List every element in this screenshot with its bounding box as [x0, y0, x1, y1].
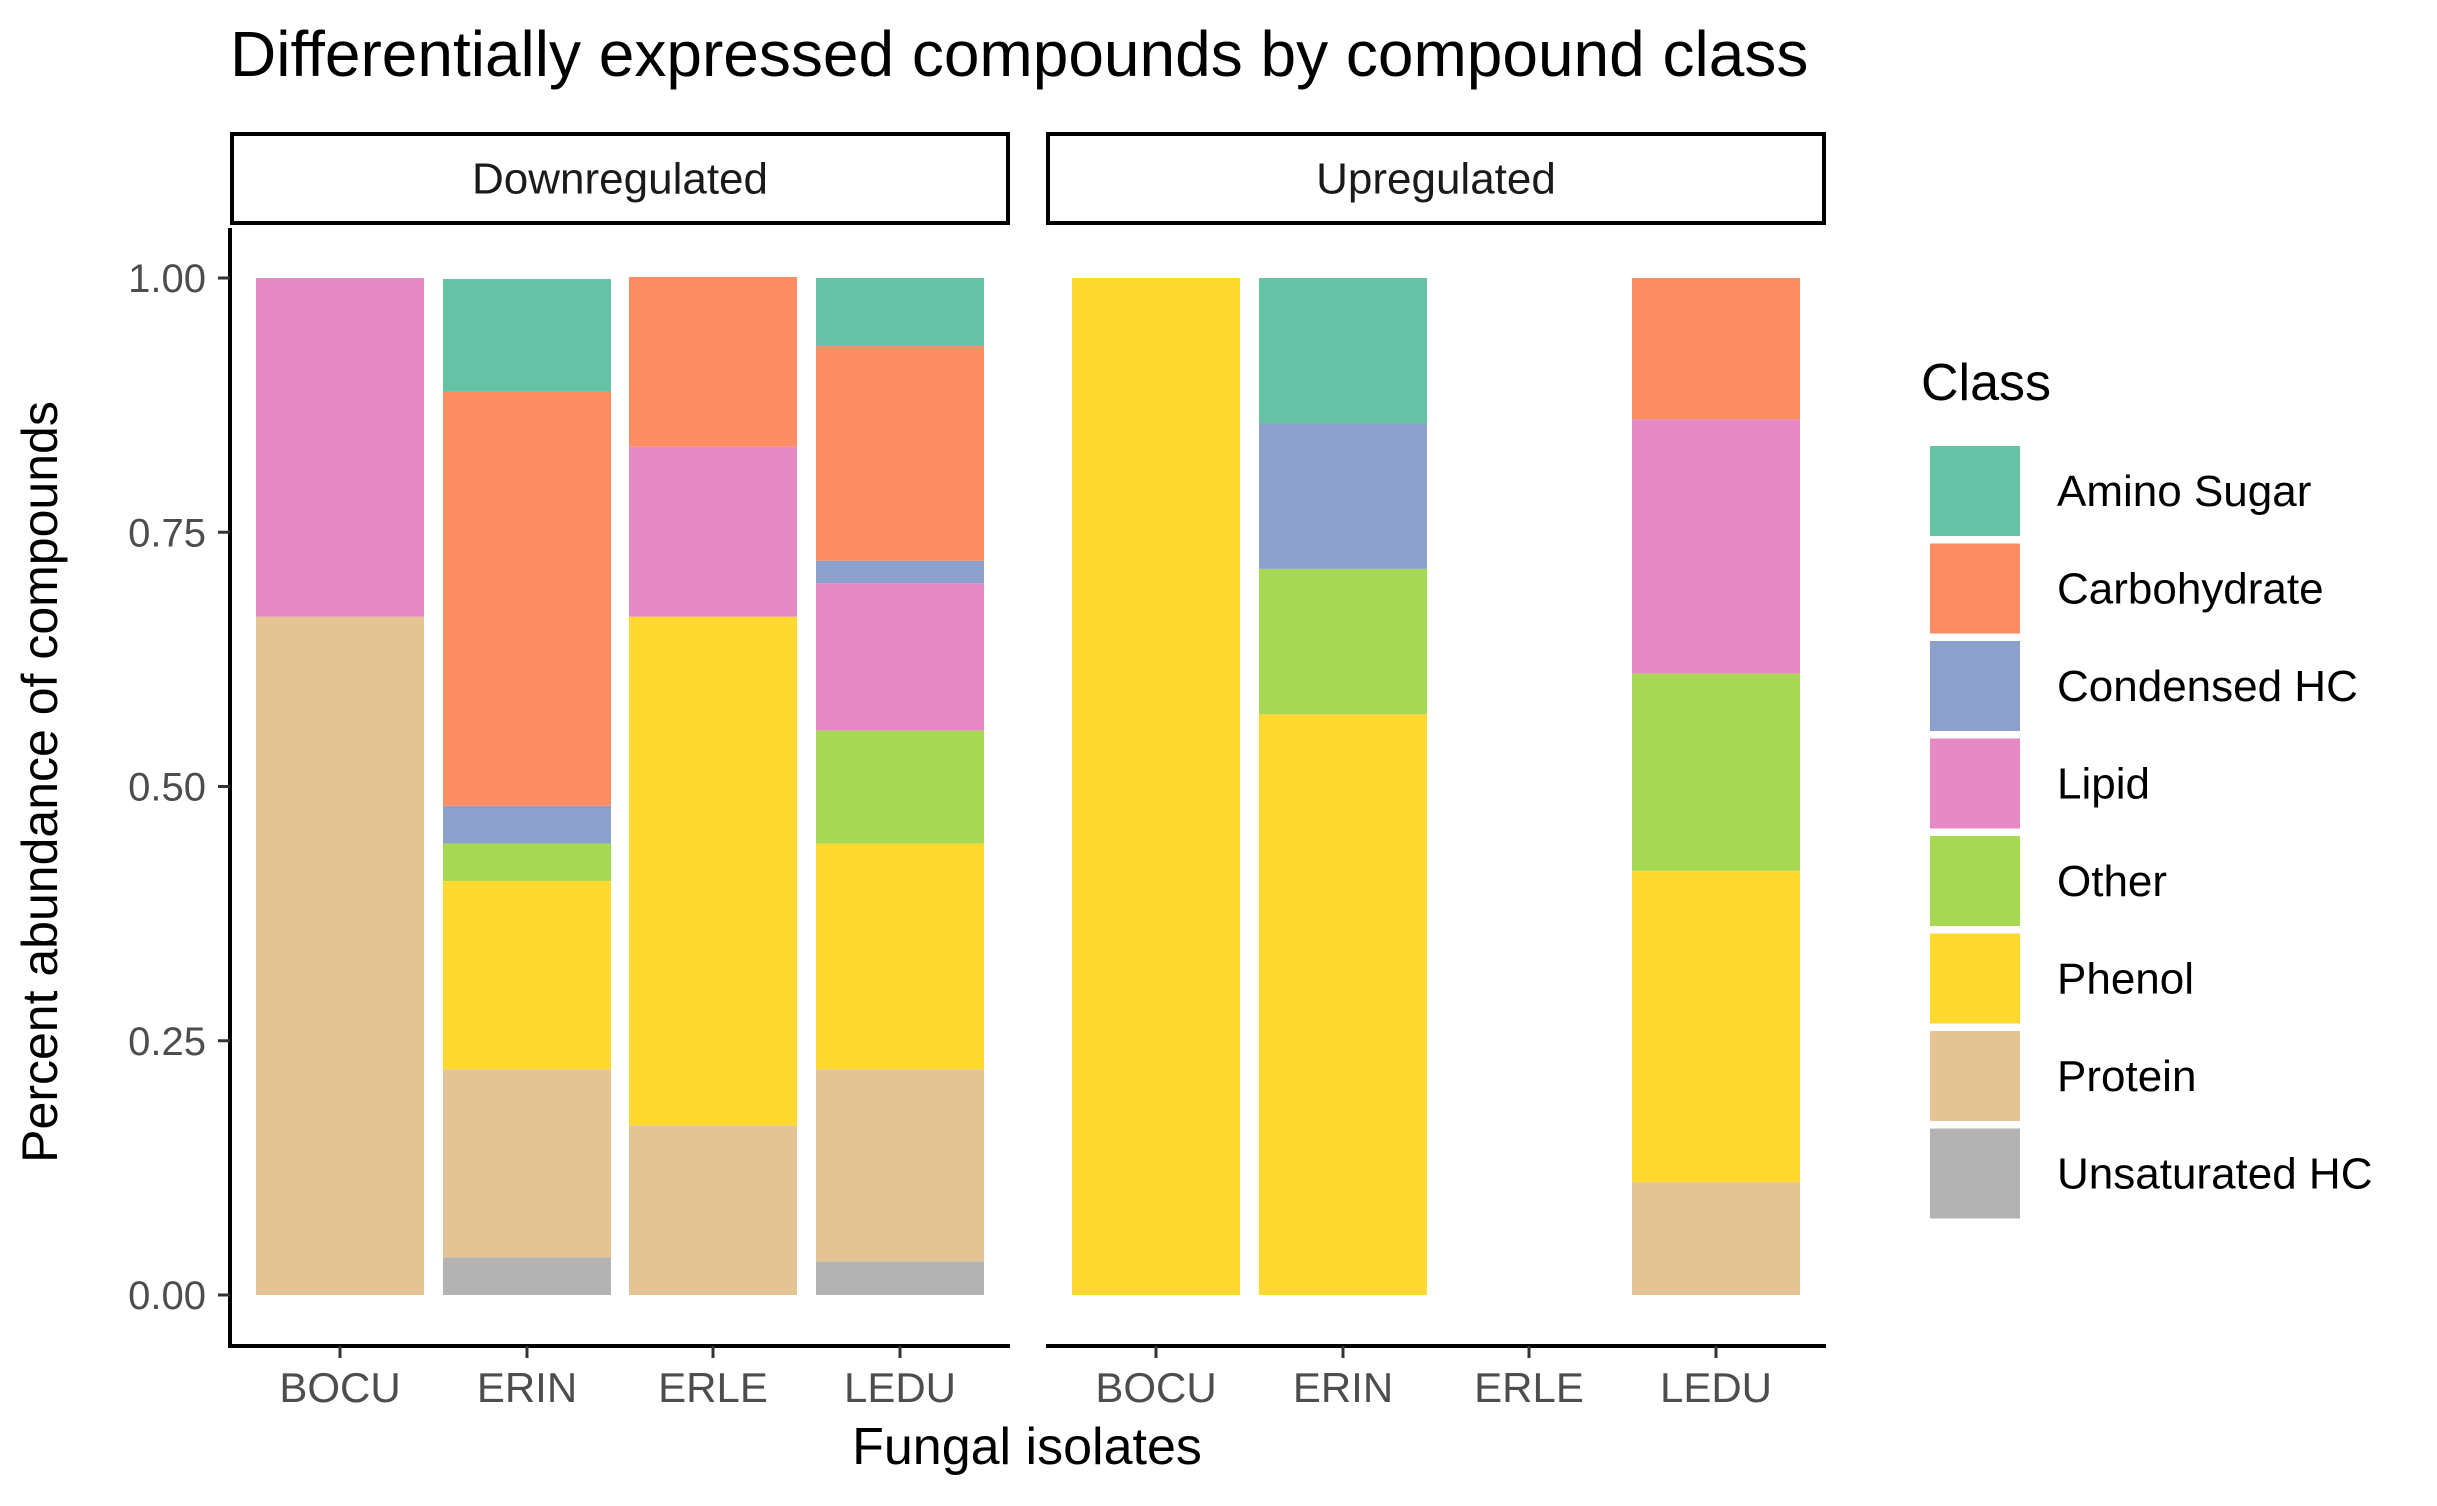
y-tick-label: 0.00	[128, 1274, 206, 1318]
bar-segment-ledu-phenol	[816, 843, 984, 1070]
x-tick-label: ERIN	[1293, 1364, 1393, 1411]
bar-segment-ledu-lipid	[816, 583, 984, 731]
bar-segment-ledu-carbohydrate	[816, 346, 984, 561]
legend: Class Amino Sugar Carbohydrate Condensed H…	[1921, 354, 2372, 1219]
legend-label: Amino Sugar	[2057, 467, 2311, 516]
x-tick-label: LEDU	[844, 1364, 956, 1411]
y-axis-label: Percent abundance of compounds	[12, 401, 68, 1163]
bar-segment-bocu-phenol	[1072, 278, 1240, 1295]
x-axis-label: Fungal isolates	[852, 1418, 1202, 1476]
legend-label: Carbohydrate	[2057, 565, 2324, 614]
bar-segment-bocu-protein	[256, 616, 424, 1295]
legend-swatch-protein	[1930, 1031, 2020, 1121]
y-axis: 0.00 0.25 0.50 0.75 1.00	[128, 228, 232, 1348]
bar-segment-ledu-other	[816, 730, 984, 844]
bar-segment-erin-other	[443, 843, 611, 882]
bar-segment-erin-amino-sugar	[443, 279, 611, 392]
y-tick-label: 0.75	[128, 511, 206, 555]
bar-segment-ledu-carbohydrate	[1632, 278, 1800, 420]
bar-segment-ledu-protein	[1632, 1182, 1800, 1295]
legend-swatch-unsaturated-hc	[1930, 1128, 2020, 1219]
legend-swatch-phenol	[1930, 933, 2020, 1024]
bar-segment-erle-carbohydrate	[629, 276, 797, 447]
bar-segment-erin-protein	[443, 1069, 611, 1258]
legend-title: Class	[1921, 354, 2051, 412]
legend-items: Amino Sugar Carbohydrate Condensed HC Lipid…	[1930, 446, 2372, 1219]
bar-segment-erin-phenol	[443, 881, 611, 1070]
bar-segment-ledu-amino-sugar	[816, 278, 984, 347]
y-tick-label: 1.00	[128, 257, 206, 301]
bar-segment-erin-condensed-hc	[443, 805, 611, 844]
bar-segment-ledu-phenol	[1632, 870, 1800, 1183]
bar-segment-ledu-condensed-hc	[816, 560, 984, 584]
legend-label: Condensed HC	[2057, 662, 2358, 711]
legend-swatch-condensed-hc	[1930, 641, 2020, 731]
bar-segment-ledu-unsaturated-hc	[816, 1261, 984, 1295]
x-tick-label: ERLE	[1474, 1364, 1584, 1411]
legend-label: Other	[2057, 857, 2167, 906]
bar-segment-erin-phenol	[1259, 714, 1427, 1295]
x-tick-label: ERIN	[477, 1364, 577, 1411]
legend-label: Protein	[2057, 1052, 2196, 1101]
panel-upregulated: Upregulated BOCU ERIN ERLE LEDU	[1046, 132, 1826, 1411]
bar-segment-erle-lipid	[629, 446, 797, 617]
x-tick-label: LEDU	[1660, 1364, 1772, 1411]
y-tick-label: 0.25	[128, 1020, 206, 1064]
bar-segment-erin-carbohydrate	[443, 391, 611, 806]
facet-strip-label: Upregulated	[1316, 155, 1556, 204]
bar-segment-ledu-protein	[816, 1069, 984, 1262]
bar-segment-erin-condensed-hc	[1259, 423, 1427, 569]
legend-label: Phenol	[2057, 955, 2194, 1004]
legend-label: Unsaturated HC	[2057, 1150, 2372, 1199]
x-tick-label: BOCU	[279, 1364, 400, 1411]
legend-swatch-lipid	[1930, 738, 2020, 829]
facet-strip	[1046, 132, 1826, 225]
bar-segment-bocu-lipid	[256, 278, 424, 617]
bar-segment-erle-phenol	[629, 616, 797, 1126]
x-tick-label: ERLE	[658, 1364, 768, 1411]
facet-strip-label: Downregulated	[472, 155, 768, 204]
y-tick-label: 0.50	[128, 766, 206, 810]
panel-downregulated: Downregulated BOCU ERIN ERLE LEDU	[230, 132, 1010, 1411]
legend-swatch-carbohydrate	[1930, 543, 2020, 634]
legend-swatch-other	[1930, 836, 2020, 926]
bar-segment-ledu-lipid	[1632, 419, 1800, 674]
facet-strip	[230, 132, 1010, 225]
x-tick-label: BOCU	[1095, 1364, 1216, 1411]
legend-swatch-amino-sugar	[1930, 446, 2020, 536]
bar-segment-erle-protein	[629, 1125, 797, 1295]
bar-segment-erin-other	[1259, 568, 1427, 715]
bar-segment-ledu-other	[1632, 673, 1800, 871]
bar-segment-erin-unsaturated-hc	[443, 1257, 611, 1295]
bar-segment-erin-amino-sugar	[1259, 278, 1427, 424]
legend-label: Lipid	[2057, 760, 2150, 809]
chart-title: Differentially expressed compounds by co…	[230, 18, 1808, 90]
